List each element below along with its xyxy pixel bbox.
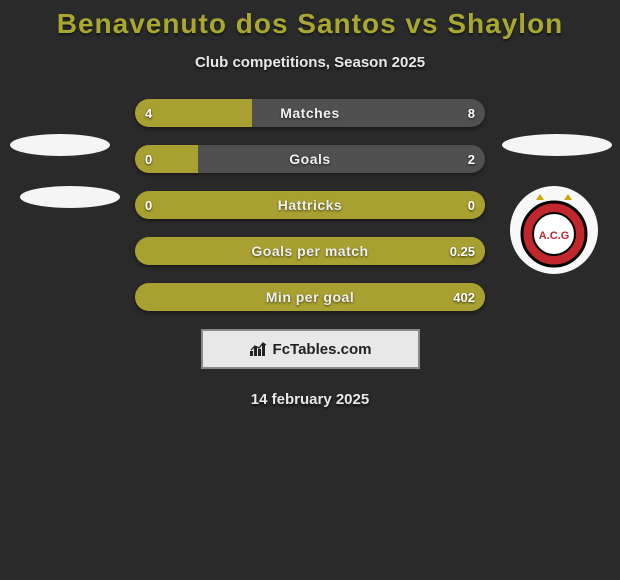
- stat-row: Min per goal402: [135, 283, 485, 311]
- date-text: 14 february 2025: [0, 391, 620, 408]
- page-title: Benavenuto dos Santos vs Shaylon: [0, 8, 620, 40]
- left-team-placeholder-1: [10, 134, 110, 156]
- stat-row: Hattricks0 0: [135, 191, 485, 219]
- stat-row: Goals per match0.25: [135, 237, 485, 265]
- stat-row: Goals0 2: [135, 145, 485, 173]
- stat-value-right: 0: [468, 191, 475, 219]
- bars-icon: [249, 341, 269, 357]
- stat-value-left: 0: [145, 191, 152, 219]
- page-subtitle: Club competitions, Season 2025: [0, 54, 620, 71]
- stat-label: Goals per match: [135, 237, 485, 265]
- stat-label: Matches: [135, 99, 485, 127]
- stat-value-right: 402: [453, 283, 475, 311]
- stat-value-left: 4: [145, 99, 152, 127]
- stat-label: Goals: [135, 145, 485, 173]
- right-team-crest: A.C.G: [510, 186, 598, 274]
- stat-value-right: 8: [468, 99, 475, 127]
- right-team-placeholder-1: [502, 134, 612, 156]
- stat-label: Hattricks: [135, 191, 485, 219]
- crest-text: A.C.G: [539, 230, 570, 242]
- footer-brand-box: FcTables.com: [201, 329, 420, 369]
- stat-value-right: 0.25: [450, 237, 475, 265]
- stat-value-left: 0: [145, 145, 152, 173]
- crest-icon: A.C.G: [514, 190, 594, 270]
- stat-value-right: 2: [468, 145, 475, 173]
- stat-label: Min per goal: [135, 283, 485, 311]
- footer-brand-text: FcTables.com: [273, 341, 372, 358]
- stats-bars: Matches48Goals02Hattricks00Goals per mat…: [135, 99, 485, 311]
- stat-row: Matches4 8: [135, 99, 485, 127]
- left-team-placeholder-2: [20, 186, 120, 208]
